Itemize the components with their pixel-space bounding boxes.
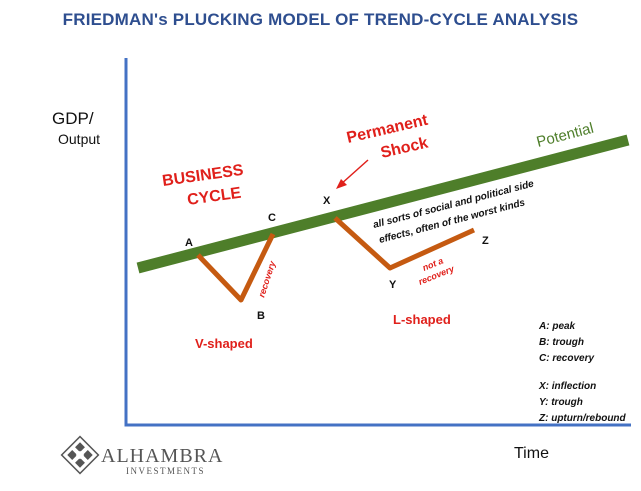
y-axis-label-2: Output <box>58 131 100 147</box>
page-title: FRIEDMAN's PLUCKING MODEL OF TREND-CYCLE… <box>62 10 579 29</box>
legend-item: Z: upturn/rebound <box>538 413 627 424</box>
l-shaped-label: L-shaped <box>393 312 451 327</box>
legend-item: A: peak <box>538 321 576 332</box>
legend-item: Y: trough <box>539 397 583 408</box>
business-cycle-label-2: CYCLE <box>186 185 242 209</box>
alhambra-logo: ALHAMBRA INVESTMENTS <box>60 435 223 476</box>
shock-arrow <box>339 159 369 186</box>
logo-subtitle: INVESTMENTS <box>126 466 205 476</box>
point-b-label: B <box>257 310 265 322</box>
point-z-label: Z <box>482 235 489 247</box>
l-shaped-path <box>333 216 476 271</box>
point-x-label: X <box>323 195 331 207</box>
point-c-label: C <box>268 212 276 224</box>
legend-item: X: inflection <box>538 381 596 392</box>
logo-diamond-icon <box>60 435 100 475</box>
point-y-label: Y <box>389 279 397 291</box>
x-axis-label: Time <box>514 445 549 462</box>
logo-name: ALHAMBRA <box>101 445 223 467</box>
v-shaped-path <box>196 232 276 303</box>
legend-item: C: recovery <box>539 353 594 364</box>
permanent-shock-label-2: Shock <box>379 135 430 162</box>
point-a-label: A <box>185 237 193 249</box>
potential-line <box>136 134 630 274</box>
legend-item: B: trough <box>539 337 584 348</box>
shock-arrowhead <box>336 179 347 189</box>
v-shaped-label: V-shaped <box>195 336 253 351</box>
legend: A: peak B: trough C: recovery X: inflect… <box>538 321 627 424</box>
y-axis-label-1: GDP/ <box>52 109 94 128</box>
